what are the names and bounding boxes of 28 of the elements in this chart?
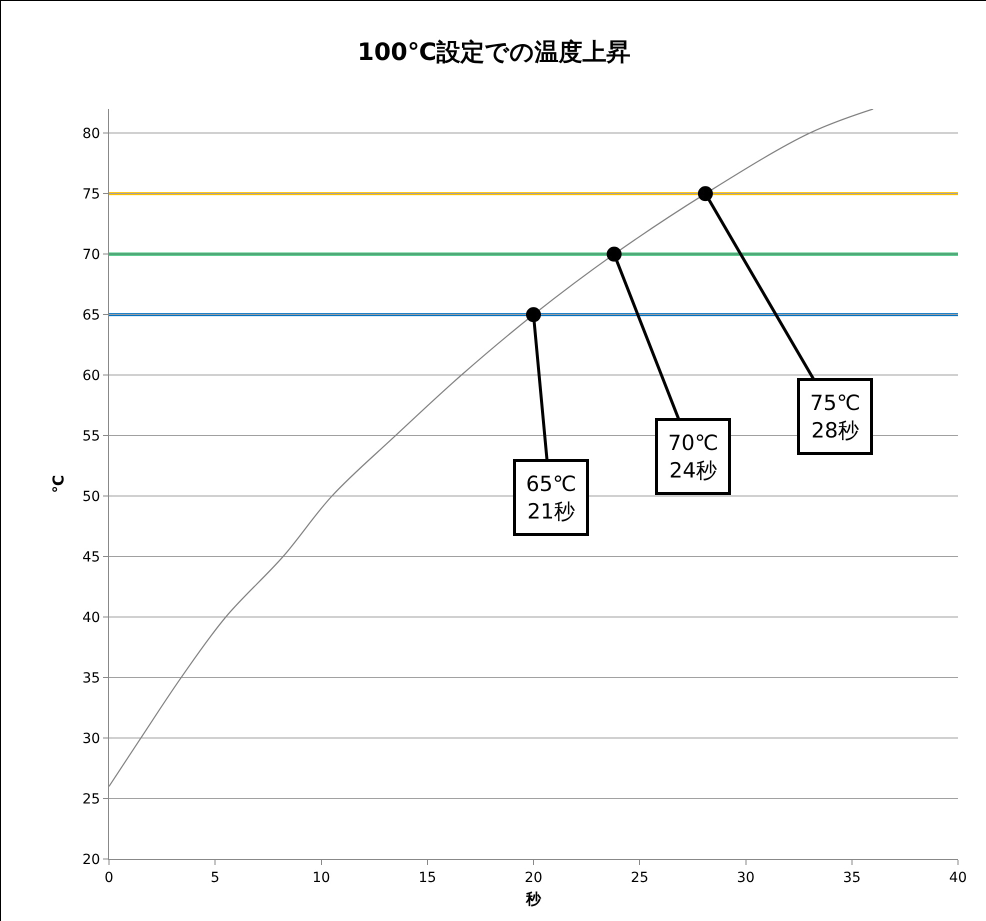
y-tick-label: 30 [82, 730, 100, 747]
y-tick-label: 60 [82, 368, 100, 384]
annotation: 75℃ 28秒 [810, 391, 860, 442]
y-tick-label: 65 [82, 308, 100, 324]
chart-title: 100℃設定での温度上昇 [357, 38, 631, 66]
y-tick-label: 25 [82, 791, 100, 808]
y-tick-label: 20 [82, 852, 100, 868]
y-tick-label: 50 [82, 489, 100, 505]
x-tick-label: 10 [312, 870, 330, 886]
y-tick-label: 40 [82, 610, 100, 626]
x-tick-label: 15 [418, 870, 436, 886]
y-tick-label: 35 [82, 670, 100, 686]
x-tick-label: 25 [630, 870, 649, 886]
x-tick-label: 0 [104, 870, 114, 886]
x-axis-title: 秒 [525, 890, 542, 908]
x-tick-label: 20 [524, 870, 542, 886]
x-tick-label: 30 [736, 870, 755, 886]
annotation: 65℃ 21秒 [526, 472, 576, 524]
y-axis-title: ℃ [50, 474, 68, 494]
y-tick-label: 75 [82, 186, 100, 203]
x-tick-label: 35 [842, 870, 861, 886]
y-tick-label: 80 [82, 126, 100, 142]
y-tick-label: 55 [82, 428, 100, 445]
x-tick-label: 5 [210, 870, 220, 886]
x-tick-label: 40 [949, 870, 967, 886]
y-tick-label: 70 [82, 247, 100, 264]
y-tick-label: 45 [82, 549, 100, 566]
annotation: 70℃ 24秒 [668, 431, 718, 482]
